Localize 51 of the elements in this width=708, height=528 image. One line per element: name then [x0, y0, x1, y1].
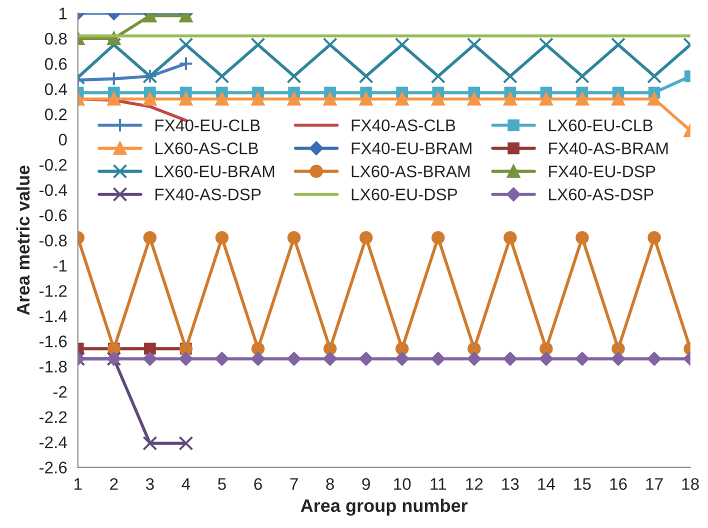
y-tick-label: 0.8	[44, 32, 67, 45]
x-tick-label: 14	[538, 478, 555, 490]
x-tick-label: 18	[682, 478, 699, 490]
legend-label: LX60-AS-CLB	[156, 142, 258, 154]
x-tick-label: 4	[182, 478, 190, 490]
y-tick-label: -1.4	[39, 310, 67, 322]
legend-label: LX60-EU-CLB	[549, 119, 652, 132]
legend-label: FX40-AS-BRAM	[549, 142, 668, 154]
y-tick-label: 0.4	[44, 83, 67, 96]
legend-label: LX60-AS-DSP	[549, 188, 654, 200]
legend-label: LX60-EU-DSP	[352, 188, 458, 200]
y-tick-label: -1	[53, 260, 67, 272]
y-tick-label: 1	[59, 8, 67, 20]
x-tick-label: 16	[610, 478, 627, 490]
x-tick-label: 15	[574, 478, 591, 490]
y-tick-label: -0.4	[39, 184, 67, 196]
y-tick-label: -1.8	[39, 360, 67, 373]
legend-label: FX40-EU-CLB	[156, 119, 260, 132]
x-tick-label: 1	[74, 478, 82, 490]
y-tick-label: -2	[53, 386, 67, 398]
x-axis-title: Area group number	[300, 498, 468, 516]
x-tick-label: 13	[502, 478, 519, 490]
y-tick-label: -0.8	[39, 234, 67, 246]
x-tick-label: 17	[646, 478, 663, 490]
legend-label: LX60-AS-BRAM	[352, 166, 470, 178]
legend-label: FX40-AS-CLB	[352, 119, 456, 132]
y-tick-label: 0.6	[44, 58, 67, 70]
x-tick-label: 6	[254, 478, 262, 490]
legend-label: FX40-EU-DSP	[549, 166, 656, 178]
legend-label: FX40-AS-DSP	[156, 188, 261, 200]
y-tick-label: 0.2	[44, 108, 67, 120]
legend-label: FX40-EU-BRAM	[352, 142, 472, 154]
x-tick-label: 10	[394, 478, 411, 490]
x-tick-label: 2	[110, 478, 118, 490]
y-axis-title: Area metric value	[16, 166, 30, 316]
x-tick-label: 3	[146, 478, 154, 490]
y-tick-label: -0.2	[39, 158, 67, 171]
y-tick-label: 0	[58, 134, 67, 146]
y-tick-label: -1.2	[39, 285, 67, 297]
x-tick-label: 7	[290, 478, 298, 490]
x-tick-label: 12	[466, 478, 483, 490]
x-tick-label: 9	[362, 478, 370, 490]
x-tick-label: 8	[326, 478, 334, 490]
legend-label: LX60-EU-BRAM	[156, 166, 274, 178]
y-tick-label: -2.4	[39, 436, 67, 448]
y-tick-label: -1.6	[39, 336, 67, 348]
x-tick-label: 5	[218, 478, 226, 490]
y-tick-label: -2.6	[39, 462, 67, 474]
y-tick-label: -0.6	[39, 209, 67, 222]
y-tick-label: -2.2	[39, 411, 67, 423]
x-tick-label: 11	[430, 478, 446, 490]
